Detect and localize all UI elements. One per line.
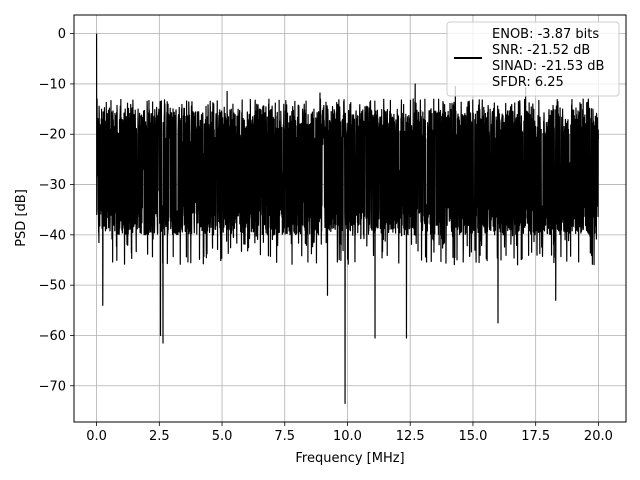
y-tick-label: −20	[39, 128, 66, 143]
x-tick-label: 2.5	[149, 429, 170, 444]
legend-line-sinad: SINAD: -21.53 dB	[492, 59, 604, 74]
y-tick-label: −70	[39, 379, 66, 394]
x-tick-label: 10.0	[333, 429, 362, 444]
y-axis-ticks: 0 −10 −20 −30 −40 −50 −60 −70	[39, 27, 74, 394]
y-tick-label: −50	[39, 279, 66, 294]
legend: ENOB: -3.87 bits SNR: -21.52 dB SINAD: -…	[446, 21, 620, 97]
x-axis-ticks: 0.0 2.5 5.0 7.5 10.0 12.5 15.0 17.5 20.0	[86, 422, 613, 444]
x-tick-label: 7.5	[274, 429, 295, 444]
psd-trace	[95, 33, 599, 404]
y-tick-label: −60	[39, 329, 66, 344]
y-tick-label: −40	[39, 228, 66, 243]
legend-line-snr: SNR: -21.52 dB	[492, 43, 590, 58]
legend-line-enob: ENOB: -3.87 bits	[492, 27, 599, 42]
x-tick-label: 0.0	[86, 429, 107, 444]
y-tick-label: −30	[39, 178, 66, 193]
x-tick-label: 20.0	[584, 429, 613, 444]
x-tick-label: 5.0	[212, 429, 233, 444]
y-axis-label: PSD [dB]	[14, 189, 29, 247]
legend-line-sfdr: SFDR: 6.25	[492, 75, 564, 90]
y-tick-label: −10	[39, 77, 66, 92]
legend-box	[446, 21, 620, 97]
plot-frame	[73, 14, 627, 423]
x-tick-label: 12.5	[396, 429, 425, 444]
y-tick-label: 0	[58, 27, 66, 42]
x-axis-label: Frequency [MHz]	[295, 451, 404, 466]
x-tick-label: 17.5	[521, 429, 550, 444]
psd-series	[95, 33, 599, 404]
x-tick-label: 15.0	[458, 429, 487, 444]
